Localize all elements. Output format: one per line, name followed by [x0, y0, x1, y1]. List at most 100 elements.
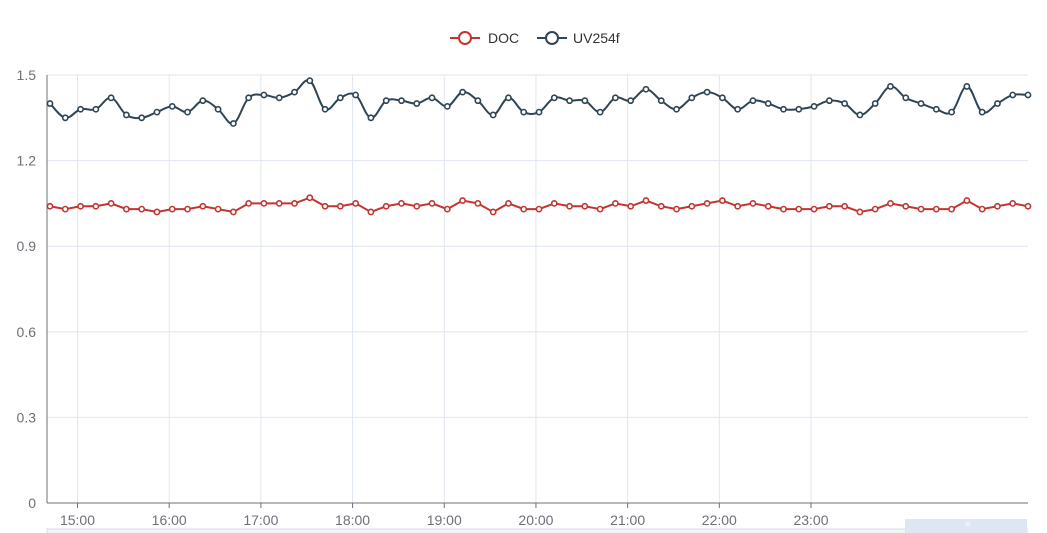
- data-point[interactable]: [642, 197, 650, 204]
- data-point[interactable]: [887, 199, 894, 207]
- data-point[interactable]: [627, 202, 635, 210]
- data-zoom-slider[interactable]: III: [46, 519, 1028, 533]
- legend-item-uv254f[interactable]: UV254f: [537, 30, 620, 46]
- data-point[interactable]: [428, 94, 436, 102]
- data-point[interactable]: [1024, 91, 1032, 99]
- data-point[interactable]: [566, 202, 573, 210]
- data-point[interactable]: [138, 114, 146, 122]
- data-point[interactable]: [795, 205, 803, 213]
- data-point[interactable]: [1024, 202, 1032, 210]
- data-point[interactable]: [780, 105, 787, 113]
- data-point[interactable]: [505, 199, 512, 207]
- data-point[interactable]: [749, 97, 757, 105]
- data-point[interactable]: [718, 94, 726, 102]
- data-point[interactable]: [489, 111, 497, 119]
- data-zoom-handle[interactable]: [905, 519, 1027, 533]
- data-point[interactable]: [398, 97, 405, 105]
- data-point[interactable]: [123, 111, 130, 119]
- data-point[interactable]: [963, 83, 971, 90]
- data-point[interactable]: [887, 83, 894, 90]
- data-point[interactable]: [902, 94, 910, 102]
- data-point[interactable]: [810, 102, 818, 110]
- data-point[interactable]: [795, 105, 803, 113]
- data-point[interactable]: [581, 202, 589, 210]
- data-point[interactable]: [398, 199, 405, 207]
- data-point[interactable]: [703, 199, 711, 207]
- data-point[interactable]: [291, 199, 298, 207]
- data-point[interactable]: [321, 105, 329, 113]
- data-point[interactable]: [260, 91, 268, 99]
- data-point[interactable]: [92, 105, 100, 113]
- data-point[interactable]: [550, 94, 558, 102]
- data-point[interactable]: [260, 199, 268, 207]
- data-point[interactable]: [718, 197, 726, 204]
- data-point[interactable]: [153, 108, 161, 116]
- data-point[interactable]: [505, 94, 512, 102]
- data-point[interactable]: [382, 97, 390, 105]
- data-point[interactable]: [841, 202, 849, 210]
- data-point[interactable]: [184, 108, 191, 116]
- data-point[interactable]: [138, 205, 146, 213]
- legend-item-doc[interactable]: DOC: [450, 30, 519, 46]
- data-point[interactable]: [994, 202, 1001, 210]
- data-point[interactable]: [963, 197, 971, 204]
- data-point[interactable]: [123, 205, 130, 213]
- data-point[interactable]: [520, 108, 528, 116]
- data-point[interactable]: [153, 208, 161, 216]
- data-point[interactable]: [810, 205, 818, 213]
- data-point[interactable]: [596, 205, 604, 213]
- data-point[interactable]: [917, 100, 925, 107]
- data-point[interactable]: [46, 202, 54, 210]
- data-point[interactable]: [474, 199, 482, 207]
- data-point[interactable]: [275, 94, 283, 102]
- data-point[interactable]: [566, 97, 573, 105]
- data-point[interactable]: [734, 105, 742, 113]
- data-point[interactable]: [657, 202, 665, 210]
- data-point[interactable]: [703, 88, 711, 96]
- data-point[interactable]: [520, 205, 528, 213]
- data-point[interactable]: [291, 88, 298, 96]
- data-point[interactable]: [352, 199, 360, 207]
- data-point[interactable]: [214, 105, 222, 113]
- data-point[interactable]: [107, 199, 115, 207]
- legend[interactable]: DOC UV254f: [450, 30, 620, 46]
- data-point[interactable]: [367, 208, 375, 216]
- data-point[interactable]: [948, 205, 955, 213]
- data-point[interactable]: [535, 108, 543, 116]
- data-point[interactable]: [245, 94, 253, 102]
- data-point[interactable]: [443, 205, 451, 213]
- data-point[interactable]: [688, 202, 696, 210]
- data-point[interactable]: [994, 100, 1001, 107]
- data-point[interactable]: [581, 97, 589, 105]
- data-point[interactable]: [77, 105, 84, 113]
- data-point[interactable]: [734, 202, 742, 210]
- data-point[interactable]: [764, 202, 772, 210]
- data-point[interactable]: [46, 100, 54, 107]
- data-point[interactable]: [459, 197, 466, 204]
- data-point[interactable]: [612, 199, 619, 207]
- data-point[interactable]: [825, 97, 833, 105]
- data-point[interactable]: [550, 199, 558, 207]
- data-point[interactable]: [1009, 91, 1017, 99]
- data-point[interactable]: [856, 208, 864, 216]
- data-point[interactable]: [596, 108, 604, 116]
- data-point[interactable]: [612, 94, 619, 102]
- data-point[interactable]: [871, 205, 879, 213]
- data-point[interactable]: [489, 208, 497, 216]
- data-point[interactable]: [841, 100, 849, 107]
- data-point[interactable]: [657, 97, 665, 105]
- data-point[interactable]: [352, 91, 360, 99]
- data-point[interactable]: [749, 199, 757, 207]
- data-point[interactable]: [107, 94, 115, 102]
- data-point[interactable]: [382, 202, 390, 210]
- data-point[interactable]: [764, 100, 772, 107]
- data-point[interactable]: [199, 202, 207, 210]
- data-point[interactable]: [306, 77, 314, 85]
- data-point[interactable]: [413, 202, 421, 210]
- data-point[interactable]: [642, 85, 650, 93]
- data-point[interactable]: [474, 97, 482, 105]
- data-zoom-track[interactable]: [46, 528, 1028, 533]
- data-point[interactable]: [932, 105, 940, 113]
- data-point[interactable]: [856, 111, 864, 119]
- data-point[interactable]: [932, 205, 940, 213]
